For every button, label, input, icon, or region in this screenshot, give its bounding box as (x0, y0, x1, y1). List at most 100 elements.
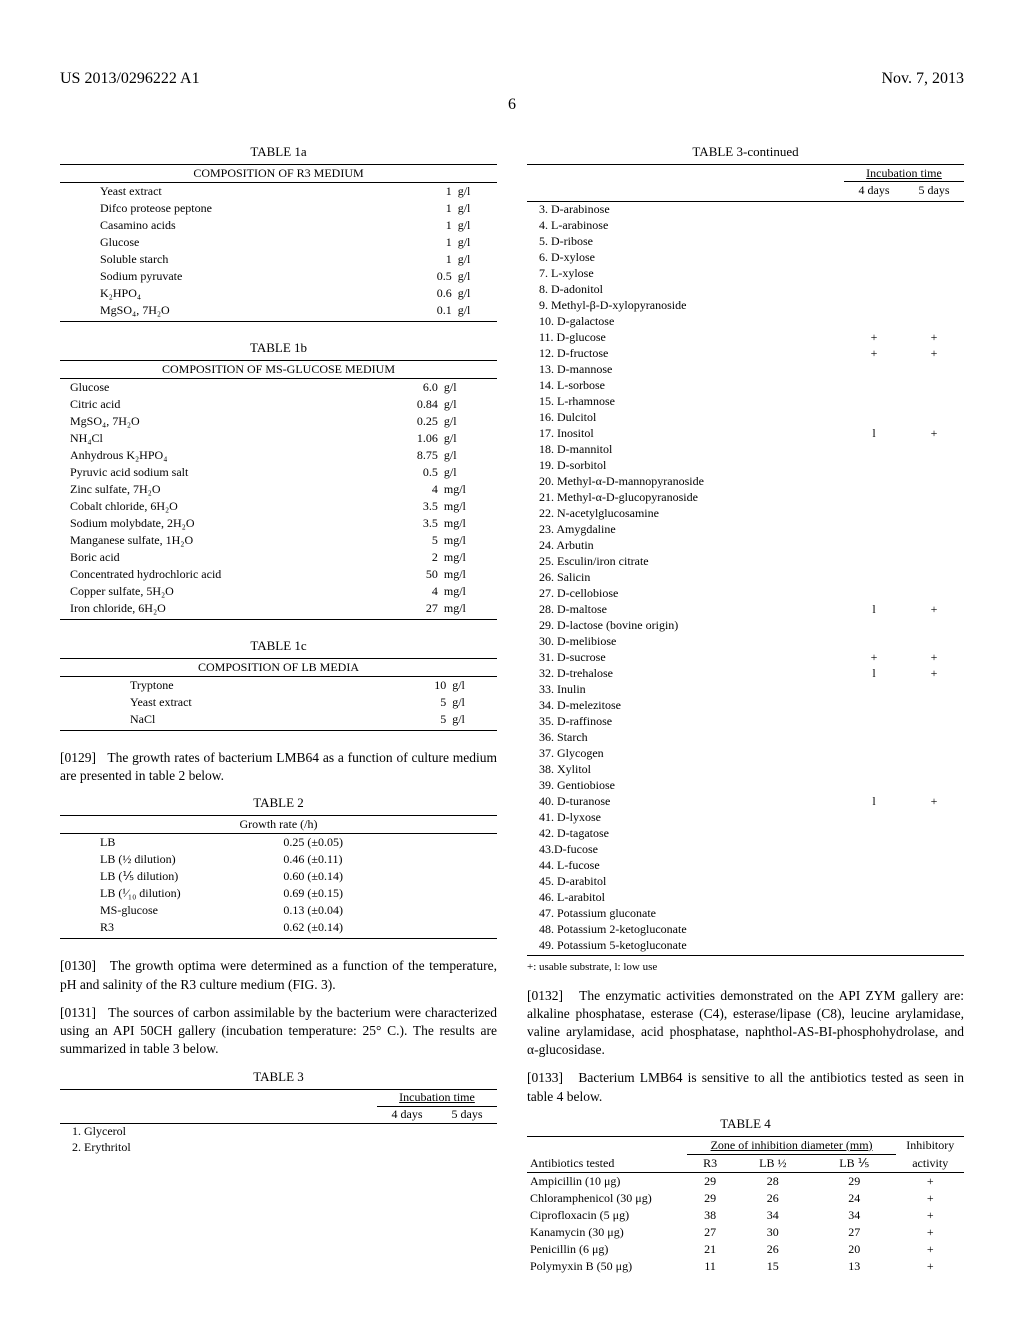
col-5days: 5 days (437, 1106, 497, 1123)
page-header: US 2013/0296222 A1 Nov. 7, 2013 (60, 70, 964, 88)
table-row: Iron chloride, 6H₂O27mg/l (60, 600, 497, 617)
table-row: Copper sulfate, 5H₂O4mg/l (60, 583, 497, 600)
table-3-footnote: +: usable substrate, l: low use (527, 961, 964, 973)
table-4: Zone of inhibition diameter (mm) Inhibit… (527, 1136, 964, 1275)
para-text: Bacterium LMB64 is sensitive to all the … (527, 1070, 964, 1103)
table-row: Glucose1g/l (60, 234, 497, 251)
table-row: 15. L-rhamnose (527, 394, 964, 410)
table-row: Difco proteose peptone1g/l (60, 200, 497, 217)
table-row: 7. L-xylose (527, 266, 964, 282)
para-0133: [0133] Bacterium LMB64 is sensitive to a… (527, 1069, 964, 1105)
table-row: Ampicillin (10 μg)292829+ (527, 1172, 964, 1190)
table-row: MgSO₄, 7H₂O0.1g/l (60, 302, 497, 319)
table-row: Kanamycin (30 μg)273027+ (527, 1224, 964, 1241)
para-num: [0131] (60, 1005, 96, 1020)
patent-number: US 2013/0296222 A1 (60, 70, 200, 88)
table-row: LB (¹⁄₁₀ dilution)0.69 (±0.15) (60, 885, 497, 902)
para-0131: [0131] The sources of carbon assimilable… (60, 1004, 497, 1059)
table-row: 44. L-fucose (527, 858, 964, 874)
table-row: Casamino acids1g/l (60, 217, 497, 234)
table-row: 19. D-sorbitol (527, 458, 964, 474)
table-row: Cobalt chloride, 6H₂O3.5mg/l (60, 498, 497, 515)
table-row: Chloramphenicol (30 μg)292624+ (527, 1190, 964, 1207)
col-5days: 5 days (904, 182, 964, 199)
table-row: 27. D-cellobiose (527, 586, 964, 602)
table-row: 30. D-melibiose (527, 634, 964, 650)
table-4-title: TABLE 4 (527, 1116, 964, 1132)
table-row: Sodium molybdate, 2H₂O3.5mg/l (60, 515, 497, 532)
table-row: 28. D-maltosel+ (527, 602, 964, 618)
left-column: TABLE 1a COMPOSITION OF R3 MEDIUM Yeast … (60, 144, 497, 1275)
table-3-colgroup: Incubation time (377, 1089, 497, 1106)
para-0130: [0130] The growth optima were determined… (60, 957, 497, 993)
table-row: 47. Potassium gluconate (527, 906, 964, 922)
table-row: 11. D-glucose++ (527, 330, 964, 346)
col-r3: R3 (687, 1154, 734, 1172)
table-2: Growth rate (/h) LB0.25 (±0.05)LB (½ dil… (60, 815, 497, 939)
table-row: 42. D-tagatose (527, 826, 964, 842)
table-row: Anhydrous K₂HPO₄8.75g/l (60, 447, 497, 464)
para-num: [0129] (60, 750, 96, 765)
table-row: 25. Esculin/iron citrate (527, 554, 964, 570)
table-row: MS-glucose0.13 (±0.04) (60, 902, 497, 919)
table-row: 20. Methyl-α-D-mannopyranoside (527, 474, 964, 490)
table-2-title: TABLE 2 (60, 795, 497, 811)
table-row: 18. D-mannitol (527, 442, 964, 458)
table-row: Pyruvic acid sodium salt0.5g/l (60, 464, 497, 481)
table-1a-subtitle: COMPOSITION OF R3 MEDIUM (60, 165, 497, 183)
para-num: [0133] (527, 1070, 563, 1085)
table-row: 38. Xylitol (527, 762, 964, 778)
table-row: Zinc sulfate, 7H₂O4mg/l (60, 481, 497, 498)
table-row: 22. N-acetylglucosamine (527, 506, 964, 522)
table-row: 48. Potassium 2-ketogluconate (527, 922, 964, 938)
table-row: 4. L-arabinose (527, 218, 964, 234)
table-3-continued: Incubation time 4 days5 days 3. D-arabin… (527, 164, 964, 956)
table-row: 40. D-turanosel+ (527, 794, 964, 810)
page-number: 6 (60, 96, 964, 114)
table-4-group2: Inhibitory (896, 1136, 964, 1154)
table-row: Soluble starch1g/l (60, 251, 497, 268)
table-row: K₂HPO₄0.6g/l (60, 285, 497, 302)
table-row: LB0.25 (±0.05) (60, 834, 497, 852)
table-1b: COMPOSITION OF MS-GLUCOSE MEDIUM Glucose… (60, 360, 497, 620)
table-row: 41. D-lyxose (527, 810, 964, 826)
table-row: 36. Starch (527, 730, 964, 746)
table-4-group1: Zone of inhibition diameter (mm) (687, 1136, 897, 1154)
para-0129: [0129] The growth rates of bacterium LMB… (60, 749, 497, 785)
col-activity: activity (896, 1154, 964, 1172)
table-row: Citric acid0.84g/l (60, 396, 497, 413)
table-row: LB (½ dilution)0.46 (±0.11) (60, 851, 497, 868)
col-4days: 4 days (844, 182, 904, 199)
table-row: 12. D-fructose++ (527, 346, 964, 362)
table-row: 3. D-arabinose (527, 201, 964, 218)
table-1c-title: TABLE 1c (60, 638, 497, 654)
table-row: Tryptone10g/l (60, 677, 497, 695)
table-row: Ciprofloxacin (5 μg)383434+ (527, 1207, 964, 1224)
table-1a: COMPOSITION OF R3 MEDIUM Yeast extract1g… (60, 164, 497, 322)
para-text: The enzymatic activities demonstrated on… (527, 988, 964, 1058)
table-3cont-title: TABLE 3-continued (527, 144, 964, 160)
table-row: 33. Inulin (527, 682, 964, 698)
content-columns: TABLE 1a COMPOSITION OF R3 MEDIUM Yeast … (60, 144, 964, 1275)
table-row: 26. Salicin (527, 570, 964, 586)
table-row: 43.D-fucose (527, 842, 964, 858)
table-3-left: Incubation time 4 days5 days 1. Glycerol… (60, 1089, 497, 1156)
table-row: MgSO₄, 7H₂O0.25g/l (60, 413, 497, 430)
table-row: 2. Erythritol (60, 1140, 497, 1156)
table-row: 46. L-arabitol (527, 890, 964, 906)
table-row: Glucose6.0g/l (60, 379, 497, 397)
table-row: 21. Methyl-α-D-glucopyranoside (527, 490, 964, 506)
table-row: 37. Glycogen (527, 746, 964, 762)
table-row: Polymyxin B (50 μg)111513+ (527, 1258, 964, 1275)
publication-date: Nov. 7, 2013 (881, 70, 964, 88)
table-row: 32. D-trehalosel+ (527, 666, 964, 682)
table-row: NH₄Cl1.06g/l (60, 430, 497, 447)
table-row: Yeast extract1g/l (60, 183, 497, 201)
table-row: 5. D-ribose (527, 234, 964, 250)
table-1b-title: TABLE 1b (60, 340, 497, 356)
table-row: Penicillin (6 μg)212620+ (527, 1241, 964, 1258)
table-1c: COMPOSITION OF LB MEDIA Tryptone10g/lYea… (60, 658, 497, 731)
table-3-title: TABLE 3 (60, 1069, 497, 1085)
table-row: Yeast extract5g/l (60, 694, 497, 711)
table-row: 39. Gentiobiose (527, 778, 964, 794)
